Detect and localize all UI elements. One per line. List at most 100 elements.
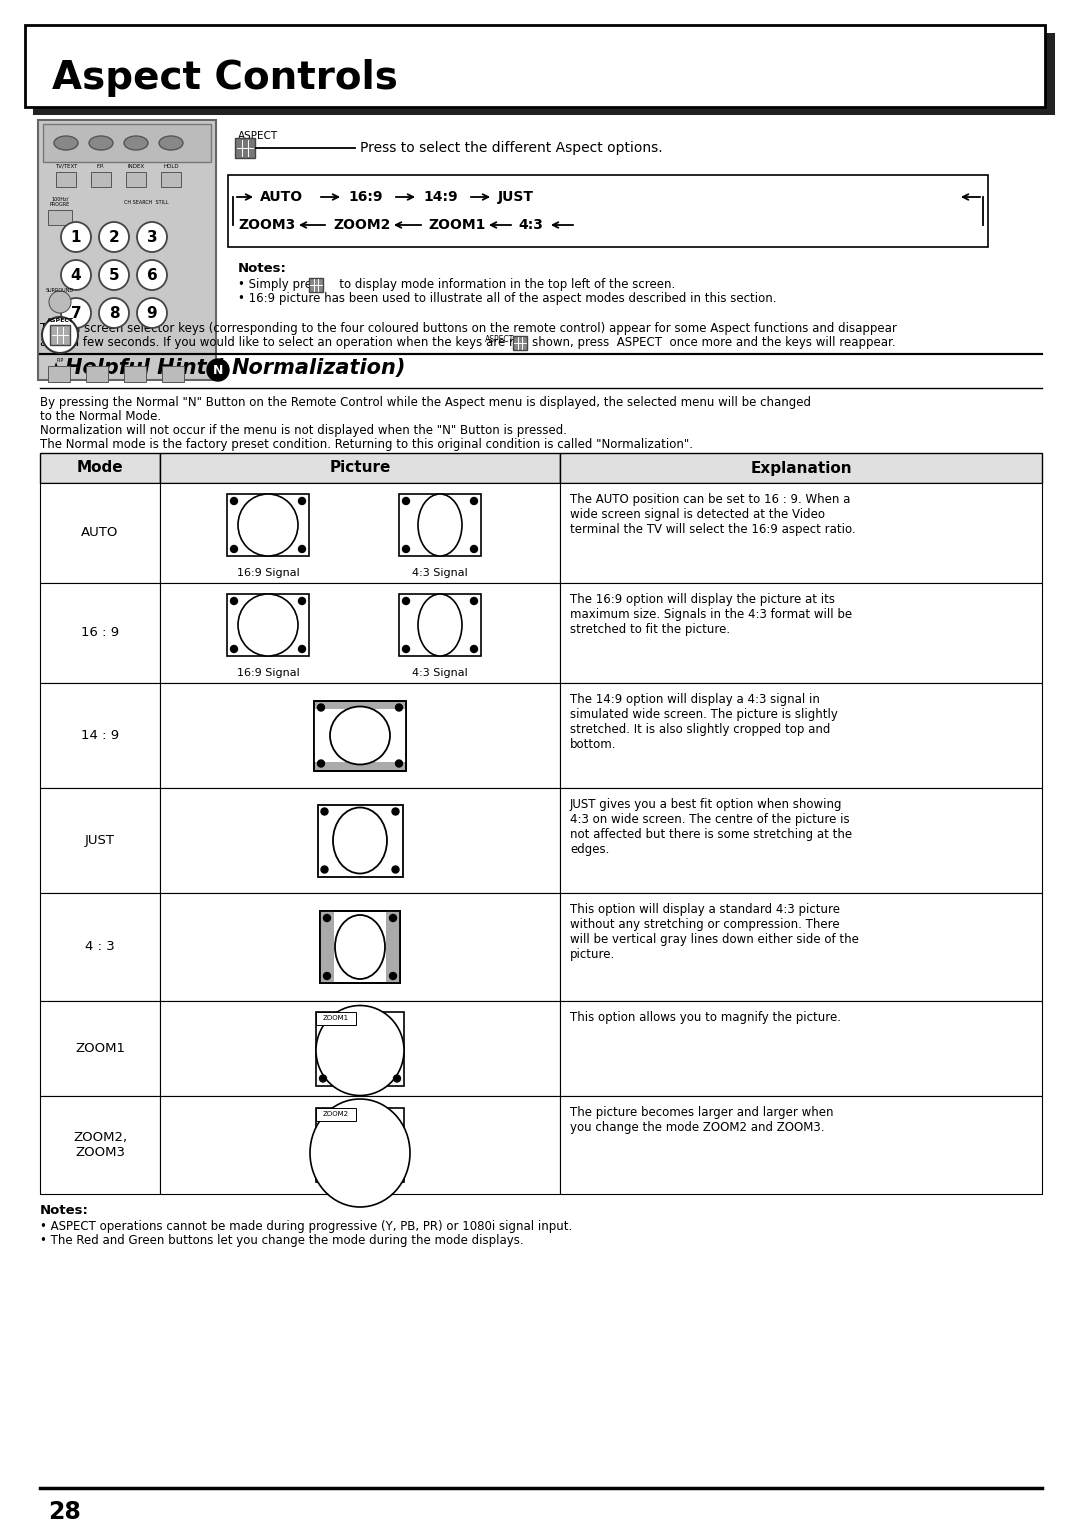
Bar <box>160 892 561 1001</box>
Ellipse shape <box>54 136 78 150</box>
Circle shape <box>390 972 396 979</box>
Bar <box>309 278 323 292</box>
Circle shape <box>49 290 71 313</box>
Circle shape <box>318 704 324 711</box>
Text: • Simply press    to display mode information in the top left of the screen.: • Simply press to display mode informati… <box>238 278 675 290</box>
Text: 16 : 9: 16 : 9 <box>81 626 119 640</box>
Text: The on screen selector keys (corresponding to the four coloured buttons on the r: The on screen selector keys (correspondi… <box>40 322 896 335</box>
Text: The 14:9 option will display a 4:3 signal in
simulated wide screen. The picture : The 14:9 option will display a 4:3 signa… <box>570 694 838 750</box>
Circle shape <box>60 298 91 329</box>
Bar <box>561 1096 1042 1193</box>
Bar <box>40 892 160 1001</box>
Text: 9: 9 <box>147 306 158 321</box>
Text: AUTO: AUTO <box>81 527 119 539</box>
Bar <box>160 1001 561 1096</box>
Text: 1: 1 <box>71 229 81 244</box>
Ellipse shape <box>418 594 462 656</box>
Bar <box>318 805 403 877</box>
Text: SURROUND: SURROUND <box>46 287 75 292</box>
Bar <box>316 1012 356 1024</box>
Text: 100Hz/
PROGRE: 100Hz/ PROGRE <box>50 197 70 208</box>
Bar <box>235 138 255 157</box>
Circle shape <box>42 316 78 353</box>
Text: 4:3: 4:3 <box>518 219 543 232</box>
Text: ZOOM2: ZOOM2 <box>323 1111 349 1117</box>
Circle shape <box>321 808 328 814</box>
Circle shape <box>230 645 238 652</box>
Text: ASPECT: ASPECT <box>46 318 73 322</box>
Circle shape <box>471 498 477 504</box>
Text: Helpful Hint (: Helpful Hint ( <box>65 358 224 377</box>
Text: N: N <box>213 364 224 376</box>
Bar <box>320 911 400 983</box>
Circle shape <box>390 914 396 921</box>
Bar <box>48 367 70 382</box>
Text: ZOOM3: ZOOM3 <box>238 219 295 232</box>
Bar <box>161 173 181 186</box>
Circle shape <box>320 1076 326 1082</box>
Bar <box>40 452 160 483</box>
Bar <box>561 892 1042 1001</box>
Bar <box>160 683 561 788</box>
Circle shape <box>207 359 229 380</box>
Circle shape <box>471 597 477 605</box>
Circle shape <box>60 222 91 252</box>
Text: TV/TEXT: TV/TEXT <box>55 163 77 168</box>
Bar <box>40 1096 160 1193</box>
Text: 4: 4 <box>70 267 81 283</box>
Circle shape <box>230 498 238 504</box>
Circle shape <box>392 866 399 872</box>
Text: The picture becomes larger and larger when
you change the mode ZOOM2 and ZOOM3.: The picture becomes larger and larger wh… <box>570 1106 834 1134</box>
Text: 4:3 Signal: 4:3 Signal <box>413 668 468 678</box>
Text: HOLD: HOLD <box>163 163 179 168</box>
Text: The Normal mode is the factory preset condition. Returning to this original cond: The Normal mode is the factory preset co… <box>40 439 693 451</box>
Bar <box>316 1012 404 1085</box>
Circle shape <box>403 645 409 652</box>
Bar <box>160 452 561 483</box>
Text: 4:3 Signal: 4:3 Signal <box>413 568 468 578</box>
Text: 5: 5 <box>109 267 119 283</box>
Circle shape <box>60 260 91 290</box>
Bar <box>40 683 160 788</box>
Text: 6: 6 <box>147 267 158 283</box>
Circle shape <box>403 545 409 553</box>
Circle shape <box>230 545 238 553</box>
Ellipse shape <box>238 594 298 656</box>
Bar <box>561 483 1042 584</box>
Circle shape <box>324 914 330 921</box>
Circle shape <box>137 298 167 329</box>
Bar <box>399 594 481 656</box>
Bar <box>561 1001 1042 1096</box>
Circle shape <box>471 645 477 652</box>
Bar <box>56 173 76 186</box>
Text: Mode: Mode <box>77 460 123 475</box>
Bar <box>561 788 1042 892</box>
Bar <box>50 325 70 345</box>
Bar <box>33 34 1055 115</box>
Bar <box>86 367 108 382</box>
Text: after a few seconds. If you would like to select an operation when the keys are : after a few seconds. If you would like t… <box>40 336 895 348</box>
Bar <box>561 584 1042 683</box>
Bar <box>399 494 481 556</box>
Circle shape <box>99 260 129 290</box>
Circle shape <box>395 704 403 711</box>
Bar <box>314 700 406 770</box>
Circle shape <box>324 972 330 979</box>
Text: The 16:9 option will display the picture at its
maximum size. Signals in the 4:3: The 16:9 option will display the picture… <box>570 593 852 636</box>
Circle shape <box>393 1076 401 1082</box>
Ellipse shape <box>124 136 148 150</box>
Text: ASPECT: ASPECT <box>485 335 514 344</box>
Ellipse shape <box>238 494 298 556</box>
Bar <box>314 709 406 762</box>
Circle shape <box>392 808 399 814</box>
Text: AUTO: AUTO <box>260 189 303 205</box>
Text: JUST: JUST <box>85 834 114 847</box>
Bar <box>386 911 400 983</box>
Text: Notes:: Notes: <box>238 261 287 275</box>
Bar <box>124 367 146 382</box>
Bar <box>162 367 184 382</box>
Text: 14:9: 14:9 <box>423 189 458 205</box>
Text: ZOOM2: ZOOM2 <box>333 219 390 232</box>
Circle shape <box>137 260 167 290</box>
Text: 3: 3 <box>147 229 158 244</box>
